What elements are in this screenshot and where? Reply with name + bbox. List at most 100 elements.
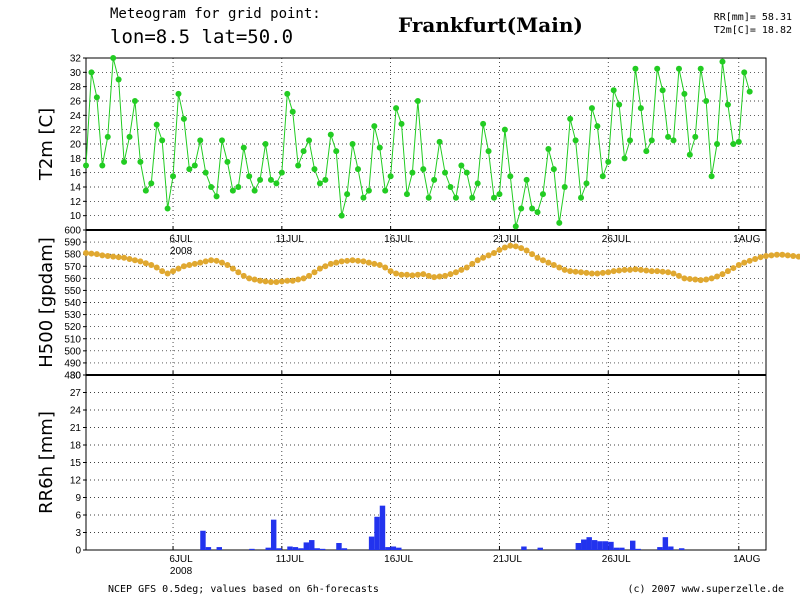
data-point [616,267,623,274]
data-point [686,151,693,158]
data-point [393,270,400,277]
y-tick-label: 24 [70,111,82,122]
data-point [578,194,585,201]
data-point [425,272,432,279]
data-point [431,176,438,183]
data-point [627,137,633,144]
data-point [316,265,323,272]
data-point [605,158,612,165]
data-point [235,269,242,276]
data-point [654,268,661,275]
rain-bar [249,548,255,550]
y-tick-label: 22 [70,125,82,136]
x-tick-label: 21JUL [493,554,522,565]
data-point [257,176,264,183]
data-point [567,115,574,122]
year-label: 2008 [170,246,193,257]
rain-bar [276,548,282,550]
rain-bar [374,516,380,550]
data-point [382,187,389,194]
data-point [757,254,764,261]
rain-bar [265,547,271,550]
rain-bar [336,543,342,550]
data-point [267,278,274,285]
data-point [104,252,111,259]
data-point [355,257,361,264]
data-point [393,105,400,112]
data-point [153,264,160,271]
data-point [730,265,737,272]
data-point [240,144,247,151]
data-point [572,137,579,144]
data-point [148,180,155,187]
data-point [365,187,372,194]
data-point [403,191,410,198]
y-tick-label: 18 [70,441,82,452]
data-point [382,264,389,271]
rain-bar [319,548,326,550]
data-point [779,251,786,258]
data-point [229,187,236,194]
rain-bar [662,537,669,550]
data-point [556,264,563,271]
data-point [442,272,449,279]
data-point [741,259,748,266]
y-tick-label: 540 [64,298,81,309]
rain-bar [341,548,348,550]
data-point [376,262,383,269]
data-point [599,173,606,180]
rain-bar [396,547,402,550]
data-point [681,275,688,282]
data-point [529,251,536,258]
data-point [110,55,117,61]
data-point [784,252,791,259]
rain-bar [205,547,212,550]
data-point [643,148,650,155]
data-point [273,278,280,285]
y-tick-label: 30 [70,68,82,79]
data-point [306,137,313,144]
data-point [675,272,682,279]
data-point [398,271,405,278]
data-point [83,249,89,256]
data-point [137,258,144,265]
rain-bar [368,536,375,550]
data-point [338,258,345,265]
rain-bar [287,546,293,550]
data-point [333,148,340,155]
year-label: 2008 [170,566,193,577]
data-point [88,69,95,76]
data-point [724,268,731,275]
data-point [746,257,753,264]
data-point [170,173,177,180]
data-point [621,155,628,162]
data-point [741,69,748,76]
data-point [164,205,171,212]
data-point [491,194,497,201]
chart-header-label: Meteogram for grid point: [110,6,321,22]
data-point [724,101,731,108]
data-point [583,269,590,276]
y-tick-label: 600 [64,226,81,237]
data-point [191,162,198,169]
data-point [523,247,530,254]
data-point [355,166,361,173]
data-point [137,158,144,165]
data-point [567,268,574,275]
data-point [485,252,492,259]
data-point [648,137,655,144]
data-point [539,191,546,198]
rain-bar [216,547,222,550]
data-point [403,271,410,278]
data-point [88,250,95,257]
y-tick-label: 9 [75,493,81,504]
copyright-note: (c) 2007 www.superzelle.de [627,584,784,595]
y-tick-label: 18 [70,154,82,165]
data-point [752,256,759,262]
data-point [99,252,106,259]
data-point [594,270,601,277]
data-point [654,65,661,72]
data-point [420,271,427,278]
data-point [632,266,639,273]
